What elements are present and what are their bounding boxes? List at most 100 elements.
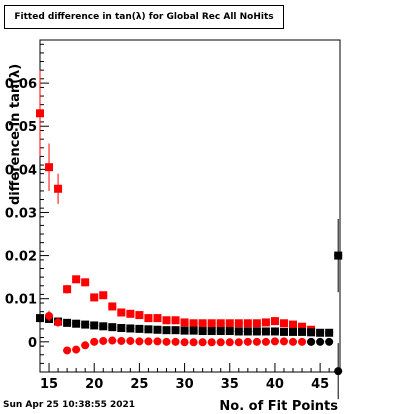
- data-point-square: [252, 319, 261, 328]
- data-point-square: [117, 324, 126, 333]
- data-point-square: [261, 318, 270, 327]
- data-point-square: [225, 327, 234, 336]
- data-point-circle: [279, 337, 288, 346]
- data-point-circle: [162, 337, 171, 346]
- data-point-square: [63, 318, 72, 327]
- data-point-square: [334, 251, 343, 260]
- data-point-square: [45, 163, 54, 172]
- data-point-square: [54, 184, 63, 193]
- data-point-circle: [289, 337, 298, 346]
- data-point-square: [153, 325, 162, 334]
- axes: 15 20 25 30 35 40 45 0 0.01 0.02 0.03 0.04 0.05 0.06: [5, 43, 339, 392]
- data-point-square: [225, 319, 234, 328]
- data-point-square: [171, 316, 180, 325]
- x-tick-label: 30: [176, 377, 194, 392]
- data-point-circle: [270, 337, 279, 346]
- data-point-circle: [171, 337, 180, 346]
- data-point-circle: [180, 338, 189, 347]
- data-point-square: [316, 328, 325, 337]
- data-point-circle: [234, 338, 243, 347]
- data-point-square: [289, 320, 298, 329]
- data-point-circle: [252, 337, 261, 346]
- data-point-square: [72, 275, 81, 284]
- data-point-square: [198, 319, 207, 328]
- data-point-square: [144, 314, 153, 323]
- data-point-square: [298, 322, 307, 331]
- data-point-circle: [72, 345, 81, 354]
- data-point-square: [180, 326, 189, 335]
- data-point-circle: [126, 336, 135, 345]
- data-point-square: [162, 326, 171, 335]
- data-point-circle: [243, 337, 252, 346]
- data-point-square: [126, 324, 135, 333]
- data-point-square: [289, 327, 298, 336]
- data-point-square: [270, 327, 279, 336]
- data-point-square: [90, 321, 99, 330]
- x-tick-label: 15: [40, 377, 58, 392]
- data-point-circle: [298, 337, 307, 346]
- timestamp: Sun Apr 25 10:38:55 2021: [3, 400, 136, 410]
- data-point-square: [198, 327, 207, 336]
- data-point-square: [135, 324, 144, 333]
- data-point-circle: [153, 337, 162, 346]
- data-point-circle: [325, 337, 334, 346]
- data-point-circle: [45, 311, 54, 320]
- data-marks: [36, 70, 343, 400]
- data-point-circle: [189, 338, 198, 347]
- data-point-circle: [54, 318, 63, 327]
- data-point-circle: [108, 336, 117, 345]
- chart-title: Fitted difference in tan(λ) for Global R…: [4, 5, 284, 29]
- y-tick-label: 0.01: [5, 293, 37, 308]
- y-tick-label: 0.02: [5, 250, 37, 265]
- y-tick-label: 0.05: [5, 120, 37, 135]
- data-point-square: [126, 309, 135, 318]
- data-point-square: [279, 327, 288, 336]
- data-point-square: [243, 319, 252, 328]
- data-point-circle: [207, 338, 216, 347]
- data-point-square: [234, 327, 243, 336]
- data-point-circle: [117, 336, 126, 345]
- data-point-square: [135, 311, 144, 320]
- data-point-square: [234, 319, 243, 328]
- data-point-square: [171, 326, 180, 335]
- data-point-square: [207, 319, 216, 328]
- data-point-circle: [307, 337, 316, 346]
- data-point-circle: [99, 336, 108, 345]
- data-point-square: [261, 327, 270, 336]
- data-point-square: [216, 327, 225, 336]
- data-point-circle: [144, 337, 153, 346]
- plot-frame: [39, 39, 341, 373]
- data-point-square: [189, 319, 198, 328]
- data-point-square: [36, 109, 44, 118]
- data-point-circle: [198, 338, 207, 347]
- data-point-square: [81, 320, 90, 329]
- x-tick-label: 20: [85, 377, 103, 392]
- data-point-square: [63, 285, 72, 294]
- data-point-square: [108, 302, 117, 311]
- y-tick-label: 0: [28, 336, 37, 351]
- data-point-circle: [216, 338, 225, 347]
- data-point-square: [162, 316, 171, 325]
- data-point-circle: [316, 337, 325, 346]
- data-point-square: [270, 317, 279, 326]
- y-tick-label: 0.03: [5, 206, 37, 221]
- data-point-circle: [135, 337, 144, 346]
- data-point-square: [153, 314, 162, 323]
- data-point-square: [243, 327, 252, 336]
- data-point-square: [36, 314, 44, 323]
- x-tick-label: 25: [130, 377, 148, 392]
- x-tick-label: 45: [311, 377, 329, 392]
- data-point-circle: [63, 346, 72, 355]
- data-point-circle: [225, 338, 234, 347]
- data-point-square: [81, 278, 90, 287]
- data-point-square: [279, 319, 288, 328]
- y-tick-label: 0.04: [5, 163, 37, 178]
- data-point-square: [207, 327, 216, 336]
- data-point-circle: [81, 341, 90, 350]
- data-point-square: [307, 328, 316, 337]
- data-point-square: [180, 318, 189, 327]
- data-point-square: [117, 308, 126, 317]
- x-tick-label: 35: [221, 377, 239, 392]
- x-axis-label: No. of Fit Points: [219, 399, 338, 414]
